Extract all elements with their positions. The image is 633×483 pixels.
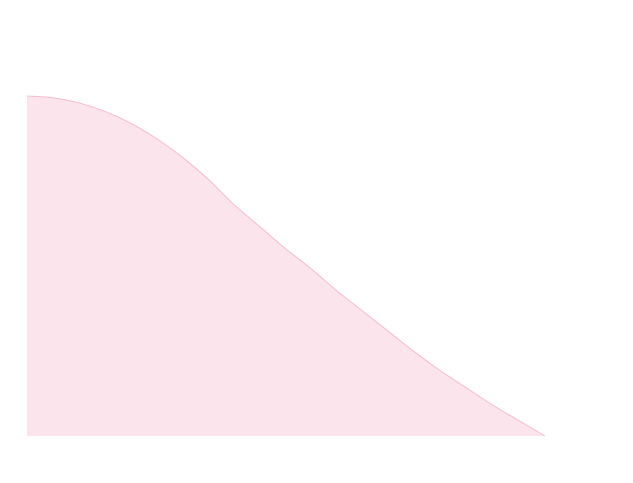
plot-area <box>26 95 546 437</box>
area-fill-series-0 <box>27 96 545 436</box>
area-line-series-0 <box>26 95 546 437</box>
